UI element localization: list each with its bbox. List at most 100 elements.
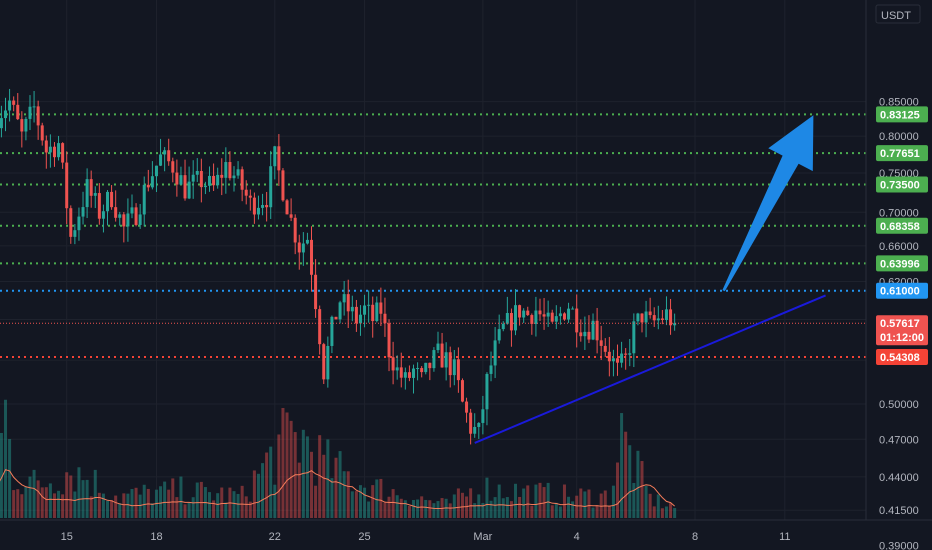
candle-body [448, 352, 452, 376]
candle-body [203, 185, 207, 188]
candle-body [175, 172, 179, 185]
volume-bar [358, 485, 362, 518]
volume-bar [61, 494, 65, 518]
candle-body [558, 313, 562, 317]
currency-badge[interactable] [875, 4, 921, 24]
candle-body [338, 302, 342, 320]
candle-body [616, 358, 620, 363]
volume-bar [632, 482, 636, 518]
volume-bar [346, 471, 350, 518]
volume-bar [236, 493, 240, 518]
candle-body [562, 313, 566, 320]
arrow-up-icon[interactable] [722, 115, 814, 292]
volume-bar [416, 499, 420, 518]
candle-body [387, 323, 391, 358]
candle-body [89, 179, 93, 196]
candle-body [261, 205, 265, 208]
volume-bar [305, 436, 309, 518]
price-tick-label: 0.47000 [879, 434, 919, 446]
volume-bar [269, 446, 273, 518]
candle-body [183, 175, 187, 199]
volume-bar [583, 491, 587, 518]
level-tag-0.68358 [876, 217, 928, 234]
volume-bar [277, 434, 281, 518]
candle-body [636, 313, 640, 322]
volume-bar [273, 484, 277, 518]
candle-body [318, 309, 322, 345]
volume-bar [567, 496, 571, 518]
volume-moving-average [0, 469, 675, 509]
volume-bar [550, 505, 554, 518]
volume-bar [363, 487, 367, 518]
volume-bar [167, 489, 171, 518]
candle-body [522, 310, 526, 318]
volume-bar [57, 490, 61, 518]
volume-bar [97, 492, 101, 518]
candle-body [640, 313, 644, 323]
volume-bar [256, 473, 260, 518]
volume-bar [354, 491, 358, 518]
candle-body [583, 331, 587, 337]
volume-bar [616, 462, 620, 518]
level-tag-label: 0.61000 [880, 286, 920, 298]
price-tick-label: 0.44000 [879, 472, 919, 484]
time-axis[interactable] [0, 520, 866, 550]
candle-body [530, 315, 534, 324]
candle-body [342, 294, 346, 303]
volume-bar [261, 463, 265, 518]
candle-body [334, 316, 338, 320]
candle-body [142, 184, 146, 215]
volume-bar [150, 503, 154, 518]
volume-bar [28, 476, 32, 518]
volume-bar [607, 505, 611, 518]
volume-bar [142, 484, 146, 518]
candle-body [465, 401, 469, 413]
candle-body [407, 372, 411, 378]
candle-body [379, 302, 383, 314]
volume-bar [465, 496, 469, 518]
candle-body [134, 207, 138, 225]
volume-bar [89, 496, 93, 518]
volume-bar [224, 502, 228, 518]
volume-bar [477, 494, 481, 518]
level-tag-0.61000 [876, 282, 928, 299]
candle-body [383, 313, 387, 324]
volume-bar [350, 491, 354, 518]
candle-body [505, 312, 509, 324]
candle-body [628, 353, 632, 355]
candle-body [236, 169, 240, 176]
candle-body [12, 100, 16, 105]
candle-body [554, 316, 558, 322]
volume-bar [252, 470, 256, 518]
candle-body [285, 200, 289, 215]
level-tag-label: 0.83125 [880, 109, 920, 121]
candle-body [48, 146, 52, 153]
volume-bar [114, 495, 118, 518]
candle-body [656, 318, 660, 321]
candle-body [428, 362, 432, 369]
volume-bar [297, 462, 301, 518]
volume-bar [620, 413, 624, 518]
volume-bar [159, 486, 163, 518]
time-tick-label: 15 [61, 531, 73, 543]
candle-body [542, 314, 546, 317]
candle-body [101, 211, 105, 219]
candle-body [514, 305, 518, 331]
candle-body [391, 357, 395, 371]
volume-bar [4, 399, 8, 518]
volume-bar [179, 476, 183, 518]
candle-body [73, 230, 77, 237]
candle-body [57, 143, 61, 158]
candle-body [216, 174, 220, 186]
level-tag-label: 0.68358 [880, 221, 920, 233]
candle-body [195, 171, 199, 175]
volume-bar [220, 487, 224, 518]
volume-bar [391, 489, 395, 518]
volume-bar [379, 478, 383, 518]
trendline[interactable] [474, 294, 826, 444]
volume-bar [248, 501, 252, 518]
volume-bar [187, 502, 191, 518]
candle-body [420, 368, 424, 373]
candle-body [69, 208, 73, 237]
